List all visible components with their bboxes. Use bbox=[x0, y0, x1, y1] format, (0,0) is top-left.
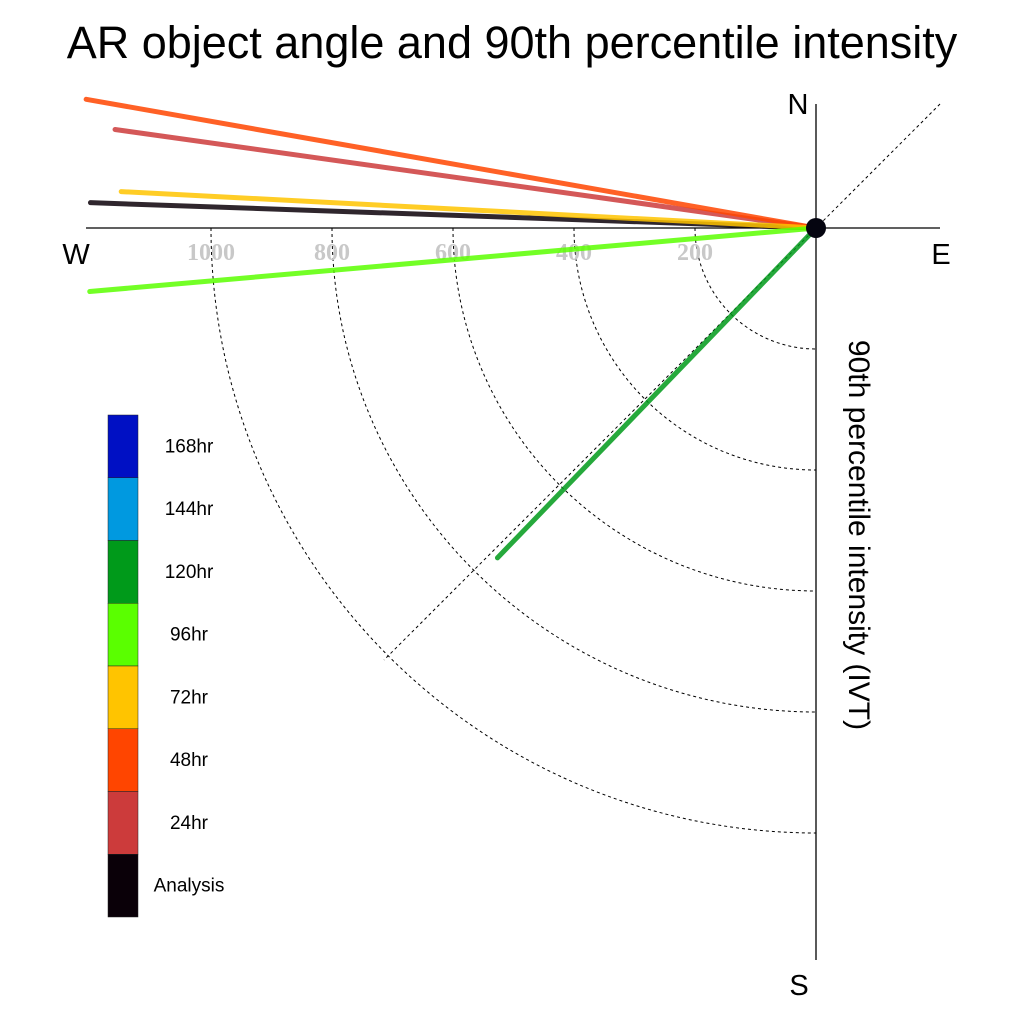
compass-north-label: N bbox=[788, 89, 809, 121]
legend-swatch-168hr bbox=[107, 414, 139, 478]
range-ring-0 bbox=[694, 227, 817, 350]
radial-tick-label-0: 200 bbox=[677, 240, 713, 266]
legend-label-72hr: 72hr bbox=[170, 687, 209, 708]
series-line-48hr bbox=[83, 96, 819, 231]
legend-swatch-96hr bbox=[107, 603, 139, 667]
legend-swatch-48hr bbox=[107, 728, 139, 792]
compass-east-label: E bbox=[931, 239, 950, 271]
series-line-120hr bbox=[494, 225, 819, 561]
y-axis-label: 90th percentile intensity (IVT) bbox=[842, 340, 875, 730]
compass-south-label: S bbox=[789, 970, 808, 1002]
legend-swatch-120hr bbox=[107, 540, 139, 604]
series-line-72hr bbox=[118, 189, 819, 231]
range-ring-1 bbox=[573, 227, 817, 471]
legend-swatch-144hr bbox=[107, 477, 139, 541]
legend-label-96hr: 96hr bbox=[170, 625, 209, 646]
legend-swatch-72hr bbox=[107, 665, 139, 729]
legend: 168hr 144hr 120hr 96hr 72hr 48hr 24hr Analysis bbox=[107, 414, 225, 918]
series-layer bbox=[83, 96, 819, 561]
radial-tick-label-3: 800 bbox=[314, 240, 350, 266]
legend-label-24hr: 24hr bbox=[170, 813, 209, 834]
chart-title: AR object angle and 90th percentile inte… bbox=[67, 17, 958, 68]
diagonal-reference-line bbox=[383, 103, 941, 661]
range-ring-2 bbox=[452, 227, 817, 592]
radial-tick-label-4: 1000 bbox=[187, 240, 235, 266]
origin-marker bbox=[806, 218, 826, 238]
legend-label-48hr: 48hr bbox=[170, 750, 209, 771]
legend-label-168hr: 168hr bbox=[165, 436, 214, 457]
compass-west-label: W bbox=[62, 239, 90, 271]
legend-label-144hr: 144hr bbox=[165, 499, 214, 520]
legend-swatch-24hr bbox=[107, 791, 139, 855]
series-line-96hr bbox=[87, 225, 819, 295]
range-ring-3 bbox=[331, 227, 817, 713]
grid-layer bbox=[210, 103, 941, 834]
radial-tick-label-1: 400 bbox=[556, 240, 592, 266]
legend-swatch-analysis bbox=[107, 854, 139, 918]
series-line-24hr bbox=[112, 126, 819, 231]
legend-label-analysis: Analysis bbox=[154, 876, 225, 897]
legend-label-120hr: 120hr bbox=[165, 562, 214, 583]
